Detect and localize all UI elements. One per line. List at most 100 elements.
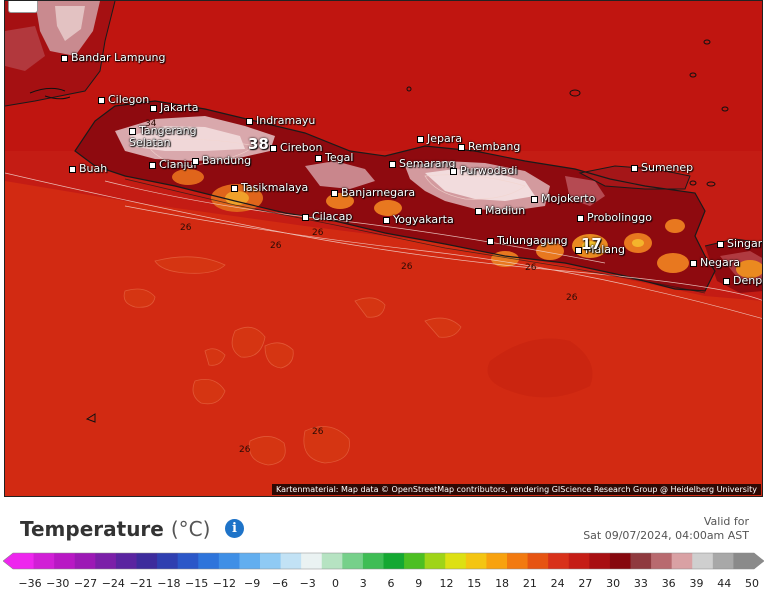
scale-tick-label: 21 — [522, 577, 537, 590]
city-marker-icon — [458, 143, 465, 151]
scale-tick-label: 33 — [633, 577, 648, 590]
scale-swatch — [301, 553, 323, 569]
valid-label: Valid for — [703, 515, 749, 528]
city-marker-icon — [150, 104, 157, 112]
scale-tick-label: 44 — [717, 577, 732, 590]
scale-swatch — [280, 553, 302, 569]
city-label-semarang: Semarang — [389, 158, 455, 170]
city-marker-icon — [450, 167, 457, 175]
contour-value-label: 34 — [145, 119, 157, 129]
city-name: Madiun — [485, 204, 526, 217]
contour-value-label: 17 — [581, 235, 602, 253]
city-marker-icon — [149, 161, 156, 169]
city-label-cirebon: Cirebon — [270, 142, 322, 154]
scale-swatch — [115, 553, 138, 569]
scale-tick-label: 6 — [387, 577, 395, 590]
legend-title-text: Temperature — [20, 517, 164, 541]
city-name: Tegal — [325, 151, 354, 164]
city-marker-icon — [631, 164, 638, 172]
city-name: Bandung — [202, 154, 252, 167]
temperature-map[interactable]: Bandar Lampung Cilegon Jakarta Tangerang Se… — [4, 0, 763, 497]
scale-tick-label: 3 — [359, 577, 367, 590]
city-name: Cianjur — [159, 158, 198, 171]
city-marker-icon — [575, 246, 582, 254]
scale-swatch — [239, 553, 261, 569]
city-name: Probolinggo — [587, 211, 652, 224]
scale-swatch — [712, 553, 735, 569]
color-scale-ticks: −36 −30 −27 −24 −21 −18 −15 −12 −9 −6 −3 0 3 6 9 12 15 18… — [0, 577, 764, 591]
scale-tick-label: −9 — [244, 577, 261, 590]
scale-swatch — [651, 553, 673, 569]
contour-value-label: 26 — [401, 262, 413, 272]
info-icon[interactable]: i — [225, 519, 244, 538]
city-marker-icon — [383, 216, 390, 224]
city-label-tasikmalaya: Tasikmalaya — [231, 182, 308, 194]
scale-swatch — [692, 553, 714, 569]
city-name: Banjarnegara — [341, 186, 416, 199]
city-label-cilegon: Cilegon — [98, 94, 149, 106]
city-name: Denpas — [733, 274, 763, 287]
scale-swatch — [630, 553, 652, 569]
contour-value-label: 26 — [239, 445, 251, 455]
city-name: Tangerang Selatan — [129, 124, 197, 149]
scale-tick-label: −24 — [101, 577, 125, 590]
scale-swatch — [74, 553, 96, 569]
city-label-denpasar: Denpas — [723, 274, 763, 287]
city-marker-icon — [231, 184, 238, 192]
city-name: Yogyakarta — [393, 213, 454, 226]
city-name: Semarang — [399, 157, 456, 170]
scale-tick-label: −6 — [271, 577, 289, 590]
legend-unit: (°C) — [170, 517, 211, 541]
scale-tick-label: 24 — [550, 577, 565, 590]
scale-tick-label: −30 — [46, 577, 70, 590]
contour-value-label: 26 — [312, 228, 324, 238]
city-label-sumenep: Sumenep — [631, 162, 693, 174]
scale-swatch — [733, 553, 755, 569]
scale-swatch — [609, 553, 632, 569]
city-marker-icon — [331, 189, 338, 197]
city-name: Purwodadi — [460, 164, 518, 177]
city-name: Tulungagung — [497, 234, 568, 247]
city-label-bandung: Bandung — [192, 155, 251, 167]
city-label-banjarnegara: Banjarnegara — [331, 187, 415, 199]
city-label-negara: Negara — [690, 257, 740, 269]
city-name: Cirebon — [280, 141, 323, 154]
city-name: Buah — [79, 162, 108, 175]
scale-tick-label: 18 — [495, 577, 510, 590]
city-marker-icon — [690, 259, 697, 267]
city-label-malang: Malang — [575, 244, 625, 256]
city-marker-icon — [531, 195, 538, 203]
city-label-yogyakarta: Yogyakarta — [383, 214, 454, 226]
zoom-control-button[interactable] — [8, 1, 38, 13]
contour-value-label: 38 — [248, 135, 269, 153]
scale-outline — [3, 552, 764, 570]
scale-tick-label: −15 — [185, 577, 209, 590]
city-name: Jepara — [427, 132, 462, 145]
scale-tick-label: −36 — [18, 577, 42, 590]
scale-swatch — [54, 553, 76, 569]
scale-swatch — [33, 553, 55, 569]
scale-tick-label: 9 — [415, 577, 423, 590]
city-marker-icon — [315, 154, 322, 162]
map-canvas — [5, 1, 762, 496]
city-name: Mojokerto — [541, 192, 596, 205]
scale-tick-label: −27 — [73, 577, 98, 590]
scale-swatch — [507, 553, 529, 569]
scale-swatch — [218, 553, 241, 569]
scale-swatch — [568, 553, 590, 569]
scale-swatch — [136, 553, 158, 569]
scale-swatch — [157, 553, 179, 569]
city-label-purwodadi: Purwodadi — [450, 165, 517, 177]
city-name: Rembang — [468, 140, 521, 153]
city-label-tegal: Tegal — [315, 152, 353, 164]
city-marker-icon — [577, 214, 584, 222]
contour-value-label: 26 — [566, 293, 578, 303]
city-name: Negara — [700, 256, 740, 269]
contour-value-label: 26 — [312, 427, 324, 437]
city-marker-icon — [302, 213, 309, 221]
city-marker-icon — [270, 144, 277, 152]
city-marker-icon — [129, 127, 136, 135]
city-label-rembang: Rembang — [458, 141, 520, 153]
city-marker-icon — [475, 207, 482, 215]
scale-swatch — [424, 553, 446, 569]
